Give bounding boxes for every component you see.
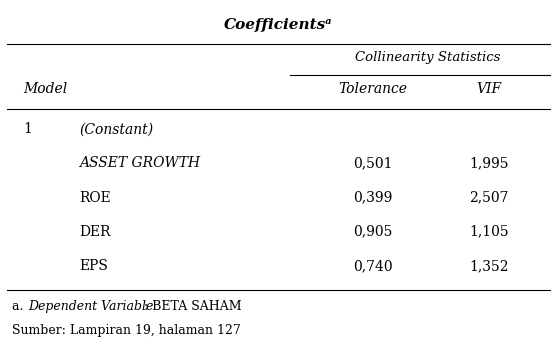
Text: : BETA SAHAM: : BETA SAHAM — [144, 300, 242, 313]
Text: 1,352: 1,352 — [470, 259, 509, 273]
Text: ROE: ROE — [79, 191, 111, 205]
Text: Dependent Variable: Dependent Variable — [28, 300, 153, 313]
Text: Model: Model — [23, 82, 68, 96]
Text: VIF: VIF — [477, 82, 502, 96]
Text: 0,905: 0,905 — [353, 225, 392, 239]
Text: 0,399: 0,399 — [353, 191, 392, 205]
Text: ASSET GROWTH: ASSET GROWTH — [79, 157, 200, 171]
Text: 2,507: 2,507 — [470, 191, 509, 205]
Text: a.: a. — [12, 300, 28, 313]
Text: Tolerance: Tolerance — [338, 82, 407, 96]
Text: 1: 1 — [23, 122, 32, 136]
Text: Sumber: Lampiran 19, halaman 127: Sumber: Lampiran 19, halaman 127 — [12, 324, 241, 337]
Text: (Constant): (Constant) — [79, 122, 153, 136]
Text: Coefficientsᵃ: Coefficientsᵃ — [224, 19, 333, 32]
Text: 1,105: 1,105 — [470, 225, 509, 239]
Text: 1,995: 1,995 — [470, 157, 509, 171]
Text: 0,740: 0,740 — [353, 259, 393, 273]
Text: Collinearity Statistics: Collinearity Statistics — [355, 51, 501, 64]
Text: EPS: EPS — [79, 259, 108, 273]
Text: DER: DER — [79, 225, 110, 239]
Text: 0,501: 0,501 — [353, 157, 393, 171]
